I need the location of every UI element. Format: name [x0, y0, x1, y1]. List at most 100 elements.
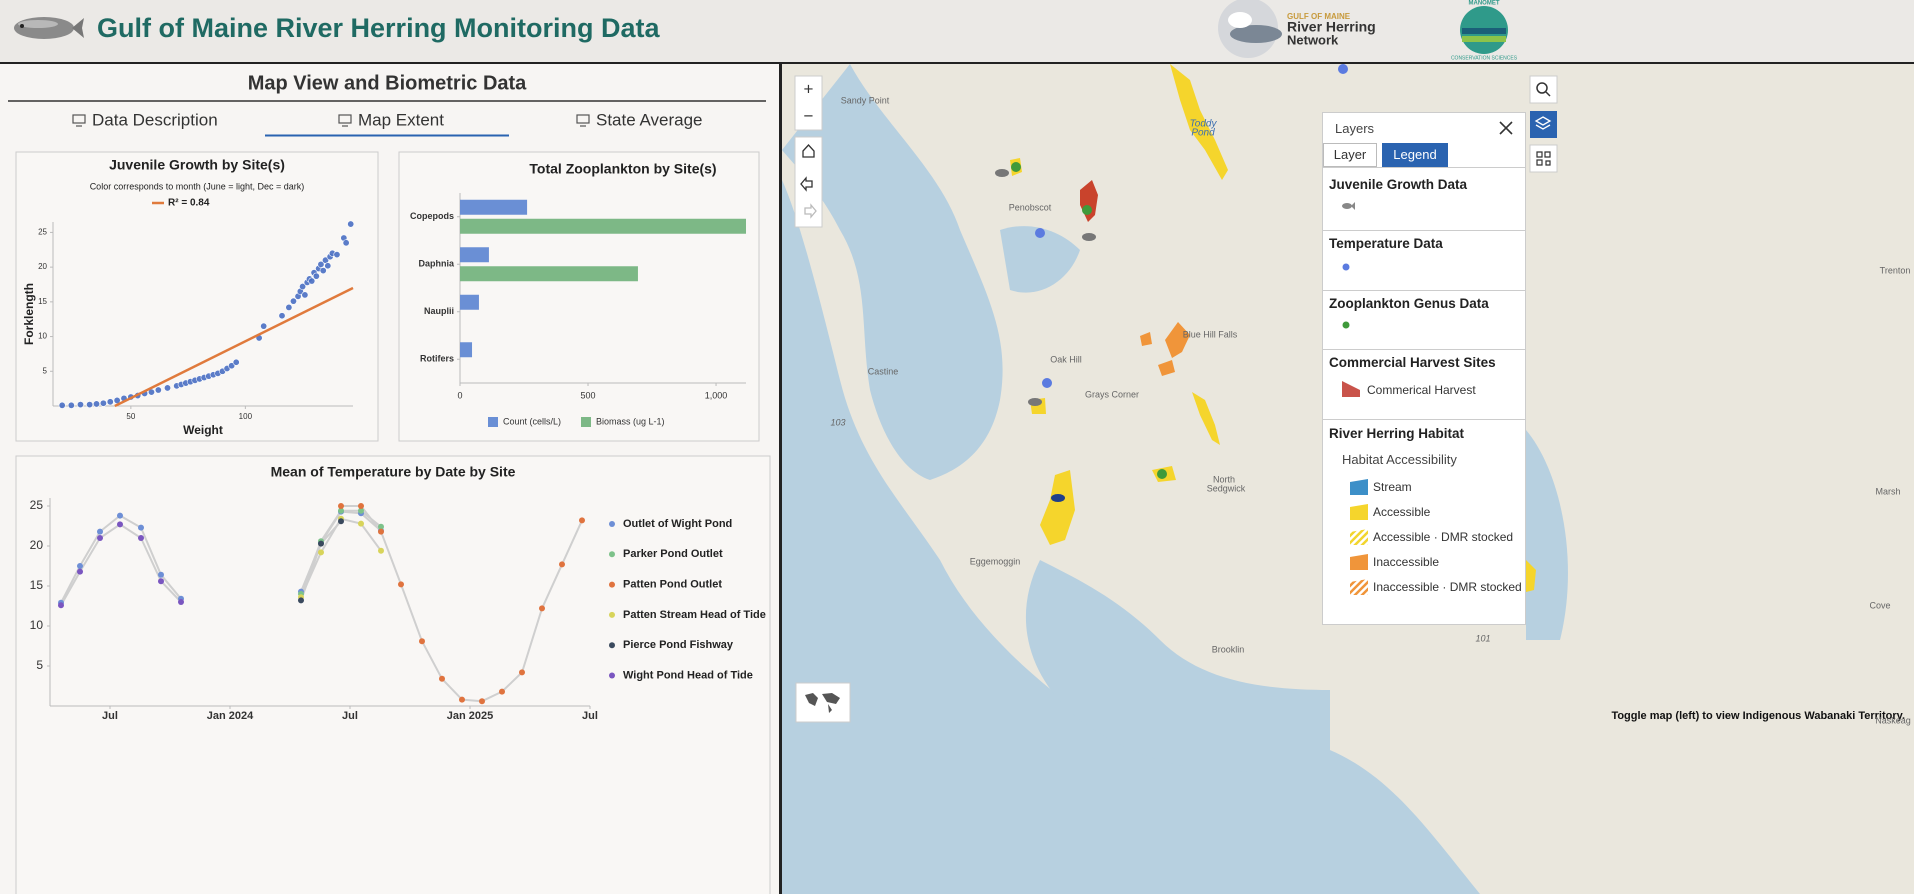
bar: [460, 218, 746, 234]
data-point: [58, 602, 64, 609]
panel-heading: Layers: [1335, 121, 1375, 136]
zoom-in[interactable]: +: [804, 79, 814, 98]
layers-tab[interactable]: Legend: [1382, 143, 1448, 167]
header-border: [0, 62, 1914, 64]
map-water: [1000, 226, 1080, 293]
legend-section-title: Commercial Harvest Sites: [1329, 355, 1496, 370]
data-point: [338, 503, 344, 509]
habitat-accessible: [1170, 64, 1228, 180]
map-water: [1025, 560, 1330, 772]
data-point: [58, 401, 66, 409]
y-tick-label: 5: [43, 366, 48, 375]
x-tick-label: 50: [126, 412, 135, 421]
data-point: [158, 578, 164, 585]
map-label: Castine: [868, 366, 899, 376]
bar: [460, 247, 489, 263]
legend-label: Wight Pond Head of Tide: [623, 669, 753, 681]
legend-subtitle: Habitat Accessibility: [1342, 452, 1457, 467]
tab[interactable]: Map Extent: [358, 110, 444, 129]
close-button[interactable]: [1497, 119, 1515, 137]
data-point: [154, 386, 162, 394]
legend-swatch: [581, 417, 591, 427]
data-point: [398, 581, 404, 588]
panel-divider: [779, 62, 782, 894]
map-label: Sandy Point: [841, 95, 890, 105]
map-water: [782, 64, 1003, 480]
habitat-accessible: [1526, 560, 1536, 592]
data-point: [378, 547, 384, 554]
data-point: [342, 239, 350, 247]
data-point: [358, 507, 364, 514]
legend-item: Accessible · DMR stocked: [1373, 530, 1514, 544]
y-tick-label: 20: [38, 262, 47, 271]
y-tick-label: 15: [30, 578, 44, 592]
x-tick-label: Jan 2024: [207, 710, 254, 722]
zoom-out[interactable]: −: [804, 106, 814, 125]
map-label: Toddy: [1190, 119, 1218, 130]
manomet-logo: [1460, 6, 1508, 54]
legend-label: Biomass (ug L-1): [596, 416, 665, 426]
map-water: [1526, 430, 1568, 640]
divider: [1323, 349, 1525, 350]
data-point: [158, 571, 164, 578]
map-control-box[interactable]: [794, 75, 1558, 723]
logo-text: River Herring: [1287, 19, 1376, 35]
data-point: [164, 384, 172, 392]
logo-text: GULF OF MAINE: [1287, 12, 1351, 21]
data-point: [138, 524, 144, 531]
x-tick-label: 0: [457, 390, 462, 400]
chart-subtitle: Color corresponds to month (June = light…: [90, 181, 305, 191]
y-tick-label: 15: [38, 297, 47, 306]
x-tick-label: Jul: [102, 710, 118, 722]
layers-panel: Layers Layer Legend Juvenile Growth Data…: [1322, 112, 1526, 625]
tab[interactable]: Data Description: [92, 110, 218, 129]
data-point: [338, 507, 344, 514]
map-footer: Toggle map (left) to view Indigenous Wab…: [1611, 710, 1905, 722]
x-tick-label: 500: [581, 390, 596, 400]
legend-swatch: [609, 581, 615, 588]
data-point: [319, 267, 327, 275]
data-point: [338, 518, 344, 525]
legend-icon: [1350, 504, 1368, 520]
data-point: [324, 262, 332, 270]
map-label: Cove: [1869, 600, 1890, 610]
header-fish-icon: [14, 17, 84, 39]
habitat-inaccessible: [1140, 332, 1152, 346]
data-point: [378, 528, 384, 535]
legend-swatch: [609, 672, 615, 679]
data-point: [419, 638, 425, 645]
bar: [460, 266, 638, 282]
legend-label: Count (cells/L): [503, 416, 561, 426]
legend-label: Patten Pond Outlet: [623, 579, 722, 591]
category-label: Nauplii: [424, 306, 454, 316]
data-point: [278, 312, 286, 320]
chart-card: [15, 151, 379, 442]
x-tick-label: Jul: [582, 710, 598, 722]
legend-icon: [1342, 263, 1350, 271]
x-tick-label: Jul: [342, 710, 358, 722]
temperature-site: [1035, 64, 1348, 388]
logo-text: CONSERVATION SCIENCES: [1451, 55, 1518, 61]
legend-item: Inaccessible · DMR stocked: [1373, 580, 1522, 594]
network-logo: [1218, 0, 1282, 58]
tab[interactable]: State Average: [596, 110, 703, 129]
data-point: [93, 400, 101, 408]
logo-text: Network: [1287, 32, 1339, 47]
data-point: [86, 401, 94, 409]
legend-section-title: Juvenile Growth Data: [1329, 177, 1468, 192]
legend-icon: [1342, 321, 1350, 329]
chart-title: Juvenile Growth by Site(s): [109, 157, 285, 173]
layers-tab[interactable]: Layer: [1323, 143, 1377, 167]
legend-label: Patten Stream Head of Tide: [623, 609, 766, 621]
y-tick-label: 25: [38, 228, 47, 237]
divider: [1323, 419, 1525, 420]
panel-title: Map View and Biometric Data: [248, 72, 527, 94]
category-label: Rotifers: [420, 354, 454, 364]
data-point: [358, 503, 364, 509]
data-point: [97, 535, 103, 541]
legend-icon: [1342, 202, 1355, 210]
legend-label: R² = 0.84: [168, 198, 210, 209]
bar: [460, 342, 473, 358]
